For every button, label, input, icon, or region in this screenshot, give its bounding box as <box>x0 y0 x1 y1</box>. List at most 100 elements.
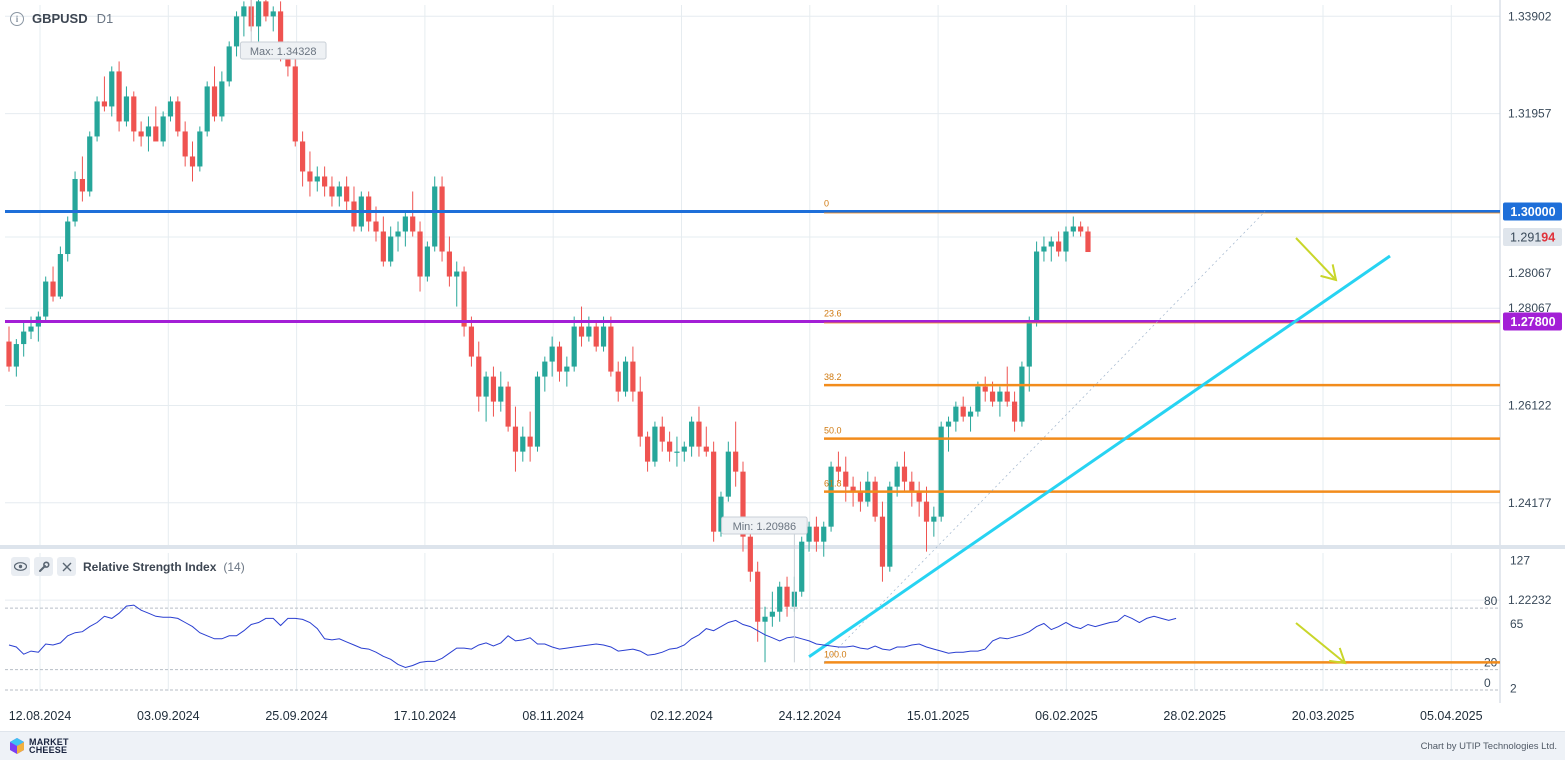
candle[interactable] <box>28 316 34 340</box>
candle[interactable] <box>542 356 548 392</box>
candle[interactable] <box>755 561 761 642</box>
candle[interactable] <box>953 401 959 432</box>
trendline[interactable] <box>808 254 1391 658</box>
candle[interactable] <box>336 181 342 207</box>
candle[interactable] <box>784 576 790 617</box>
candle[interactable] <box>109 66 115 117</box>
candle[interactable] <box>549 336 555 377</box>
candle[interactable] <box>909 471 915 507</box>
candle[interactable] <box>57 246 63 300</box>
candle[interactable] <box>1056 231 1062 257</box>
candle[interactable] <box>564 356 570 387</box>
candle[interactable] <box>505 381 511 432</box>
candle[interactable] <box>43 276 49 322</box>
candle[interactable] <box>351 186 357 232</box>
trendline-group[interactable] <box>808 254 1391 658</box>
candle[interactable] <box>21 321 27 357</box>
candle[interactable] <box>101 76 108 112</box>
candle[interactable] <box>982 376 988 402</box>
candle[interactable] <box>644 431 651 472</box>
candle[interactable] <box>380 216 386 267</box>
candle[interactable] <box>498 371 504 412</box>
candle[interactable] <box>131 91 137 142</box>
candle[interactable] <box>967 406 974 432</box>
candle[interactable] <box>417 221 423 292</box>
candle[interactable] <box>799 536 805 597</box>
candle[interactable] <box>622 356 629 397</box>
candle[interactable] <box>887 481 893 572</box>
candle[interactable] <box>72 171 78 227</box>
candle[interactable] <box>454 261 460 307</box>
candle[interactable] <box>960 396 966 422</box>
candle[interactable] <box>65 216 71 262</box>
candle[interactable] <box>527 411 533 462</box>
candle[interactable] <box>468 316 475 367</box>
candle[interactable] <box>674 436 680 467</box>
candle[interactable] <box>314 166 320 192</box>
candle[interactable] <box>197 126 203 172</box>
candle[interactable] <box>630 346 636 402</box>
candle[interactable] <box>410 191 416 237</box>
candlestick-series[interactable] <box>6 0 1091 663</box>
candle[interactable] <box>865 471 871 507</box>
candle[interactable] <box>322 166 328 197</box>
candle[interactable] <box>703 426 709 457</box>
candle[interactable] <box>578 306 585 347</box>
candle[interactable] <box>1004 366 1010 407</box>
candle[interactable] <box>175 96 181 137</box>
candle[interactable] <box>402 211 408 247</box>
candle[interactable] <box>512 406 519 472</box>
candle[interactable] <box>696 406 702 457</box>
candle[interactable] <box>901 451 908 492</box>
candle[interactable] <box>608 316 614 377</box>
info-icon[interactable]: i <box>10 11 24 26</box>
candle[interactable] <box>424 241 430 282</box>
candle[interactable] <box>50 266 56 302</box>
candle[interactable] <box>1041 236 1047 262</box>
candle[interactable] <box>1019 361 1025 427</box>
candle[interactable] <box>204 81 210 137</box>
candle[interactable] <box>182 121 188 167</box>
candle[interactable] <box>483 371 489 422</box>
candle[interactable] <box>241 1 247 37</box>
candle[interactable] <box>740 461 746 552</box>
close-icon[interactable] <box>57 557 76 576</box>
candle[interactable] <box>432 176 438 252</box>
candle[interactable] <box>637 376 643 447</box>
fibonacci-retracement[interactable]: 0 23.6 38.2 50.0 61.8 100.0 <box>823 199 1500 664</box>
candle[interactable] <box>843 456 849 502</box>
candle[interactable] <box>189 141 196 182</box>
candle[interactable] <box>395 221 401 252</box>
candle[interactable] <box>534 371 541 452</box>
candle[interactable] <box>255 0 262 42</box>
candle[interactable] <box>329 176 335 207</box>
candle[interactable] <box>1011 391 1018 432</box>
candle[interactable] <box>997 386 1003 417</box>
candle[interactable] <box>344 176 350 212</box>
candle[interactable] <box>945 416 952 452</box>
candle[interactable] <box>263 0 269 22</box>
candle[interactable] <box>233 11 240 57</box>
candle[interactable] <box>835 451 842 482</box>
candle[interactable] <box>87 131 93 197</box>
brand-logo[interactable]: MARKET CHEESE <box>8 737 69 755</box>
candle[interactable] <box>828 461 834 532</box>
candle[interactable] <box>659 416 665 452</box>
candle[interactable] <box>1026 316 1032 392</box>
candle[interactable] <box>490 366 497 417</box>
candle[interactable] <box>520 426 526 462</box>
pane-divider[interactable] <box>0 545 1565 549</box>
candle[interactable] <box>476 341 482 412</box>
candle[interactable] <box>975 381 981 417</box>
candle[interactable] <box>13 339 19 377</box>
candle[interactable] <box>872 476 878 522</box>
candle[interactable] <box>211 66 218 122</box>
candle[interactable] <box>821 521 827 557</box>
candle[interactable] <box>138 121 144 147</box>
candle[interactable] <box>879 501 886 582</box>
candle[interactable] <box>116 61 122 132</box>
candle[interactable] <box>769 591 775 627</box>
candle[interactable] <box>733 421 739 487</box>
candle[interactable] <box>153 106 159 142</box>
